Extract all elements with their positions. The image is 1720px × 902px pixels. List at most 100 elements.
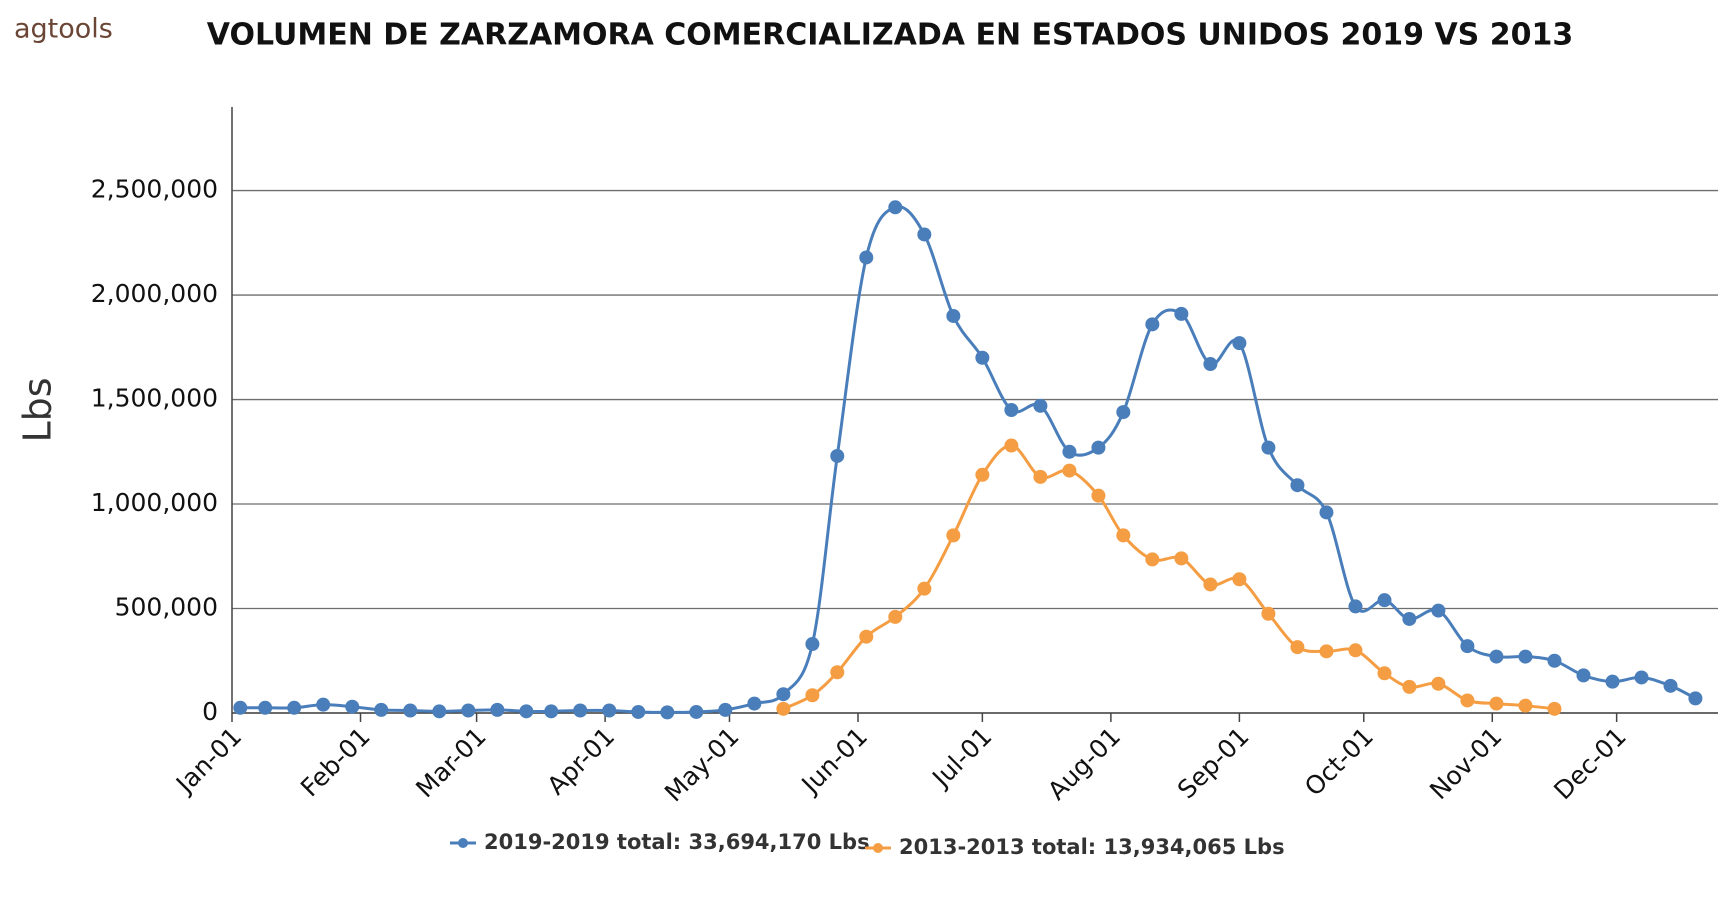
data-point xyxy=(1145,317,1160,332)
data-point xyxy=(573,703,588,718)
data-point xyxy=(830,665,845,680)
data-point xyxy=(718,702,733,717)
data-point xyxy=(1062,444,1077,459)
data-point xyxy=(1116,528,1131,543)
data-point xyxy=(1091,488,1106,503)
data-point xyxy=(1377,666,1392,681)
data-point xyxy=(747,696,762,711)
data-point xyxy=(233,700,248,715)
x-tick-label: Oct-01 xyxy=(1299,722,1379,802)
data-point xyxy=(1402,679,1417,694)
data-point xyxy=(1402,611,1417,626)
data-point xyxy=(1547,701,1562,716)
x-tick-label: Jan-01 xyxy=(169,722,247,800)
data-point xyxy=(1663,678,1678,693)
data-point xyxy=(631,704,646,719)
x-tick-label: Apr-01 xyxy=(541,722,620,801)
y-axis-label: Lbs xyxy=(16,377,60,442)
data-point xyxy=(287,700,302,715)
y-tick-label: 0 xyxy=(202,697,218,726)
data-point xyxy=(1489,696,1504,711)
y-tick-label: 2,000,000 xyxy=(91,279,218,308)
data-point xyxy=(1261,606,1276,621)
data-point xyxy=(1518,698,1533,713)
x-tick-label: Nov-01 xyxy=(1424,722,1507,805)
y-tick-label: 1,500,000 xyxy=(91,384,218,413)
data-point xyxy=(1377,593,1392,608)
data-point xyxy=(1605,674,1620,689)
data-point xyxy=(1203,357,1218,372)
data-point xyxy=(1145,552,1160,567)
data-point xyxy=(917,227,932,242)
data-point xyxy=(859,629,874,644)
data-point xyxy=(830,448,845,463)
x-tick-label: Sep-01 xyxy=(1172,722,1255,805)
data-point xyxy=(519,704,534,719)
x-tick-label: Dec-01 xyxy=(1548,722,1632,806)
data-point xyxy=(776,701,791,716)
x-tick-label: Feb-01 xyxy=(295,722,376,803)
data-point xyxy=(1004,403,1019,417)
data-point xyxy=(888,609,903,624)
data-point xyxy=(1547,653,1562,668)
data-point xyxy=(1203,577,1218,592)
data-point xyxy=(1033,398,1048,413)
y-tick-label: 2,500,000 xyxy=(91,175,218,204)
data-point xyxy=(859,250,874,265)
legend-label: 2019-2019 total: 33,694,170 Lbs xyxy=(484,830,870,854)
data-point xyxy=(432,704,447,719)
series-line xyxy=(782,444,1555,711)
data-point xyxy=(1261,440,1276,455)
data-point xyxy=(1460,639,1475,654)
data-point xyxy=(660,705,675,720)
legend-swatch-dot xyxy=(458,838,468,848)
data-point xyxy=(805,688,820,703)
data-point xyxy=(1232,336,1247,351)
data-point xyxy=(1174,551,1189,566)
series-line xyxy=(240,205,1697,714)
y-tick-label: 500,000 xyxy=(115,593,218,622)
x-tick-label: May-01 xyxy=(659,722,745,808)
data-point xyxy=(1634,670,1649,685)
data-point xyxy=(1576,668,1591,683)
data-point xyxy=(345,699,360,714)
data-point xyxy=(1004,438,1019,453)
data-point xyxy=(316,697,331,712)
data-point xyxy=(1348,643,1363,658)
data-point xyxy=(1232,572,1247,587)
data-point xyxy=(1489,649,1504,664)
data-point xyxy=(689,704,704,719)
data-point xyxy=(917,581,932,596)
data-point xyxy=(1518,649,1533,664)
data-point xyxy=(776,687,791,702)
x-tick-label: Aug-01 xyxy=(1042,722,1126,806)
x-tick-label: Mar-01 xyxy=(410,722,492,804)
x-tick-label: Jul-01 xyxy=(925,722,997,794)
legend-swatch-dot xyxy=(873,843,883,853)
data-point xyxy=(403,703,418,718)
data-point xyxy=(946,308,961,323)
data-point xyxy=(461,703,476,718)
data-point xyxy=(1033,469,1048,484)
data-point xyxy=(1431,676,1446,691)
data-point xyxy=(975,350,990,365)
data-point xyxy=(258,700,273,715)
data-point xyxy=(1174,306,1189,321)
chart-title: VOLUMEN DE ZARZAMORA COMERCIALIZADA EN E… xyxy=(207,18,1573,53)
data-point xyxy=(1460,693,1475,708)
data-point xyxy=(1431,603,1446,618)
data-point xyxy=(1348,599,1363,614)
data-point xyxy=(1091,440,1106,455)
data-point xyxy=(975,467,990,482)
data-point xyxy=(374,702,389,717)
data-point xyxy=(1319,644,1334,659)
data-point xyxy=(1319,505,1334,520)
data-point xyxy=(1688,691,1703,706)
data-point xyxy=(805,637,820,652)
data-point xyxy=(1062,463,1077,478)
data-point xyxy=(946,528,961,543)
data-point xyxy=(1116,405,1131,420)
data-point xyxy=(888,200,903,215)
y-tick-label: 1,000,000 xyxy=(91,488,218,517)
